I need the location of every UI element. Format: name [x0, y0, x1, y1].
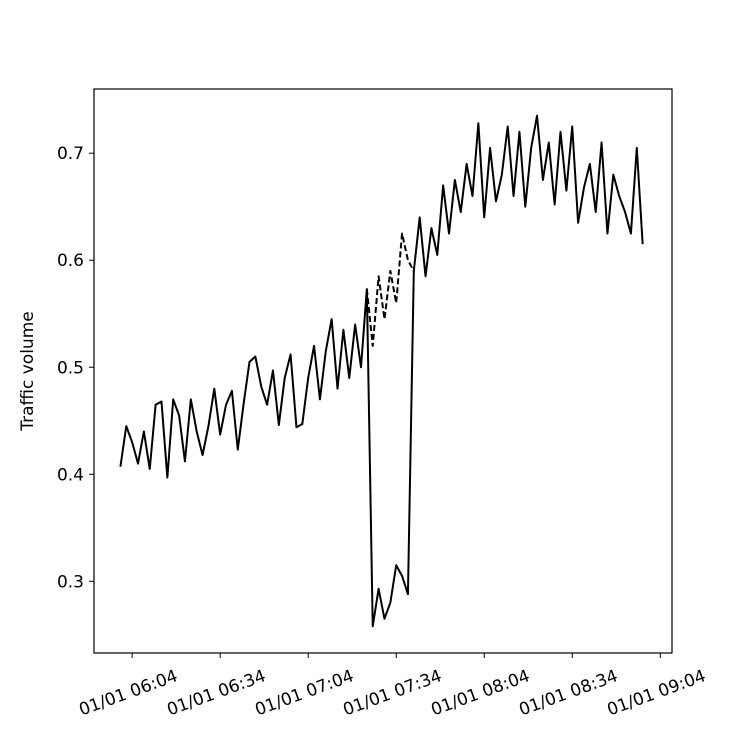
x-tick-label: 01/01 06:34 — [164, 666, 268, 720]
x-tick-label: 01/01 09:04 — [605, 666, 709, 720]
data-line — [119, 114, 644, 628]
x-tick-label: 01/01 08:34 — [517, 666, 621, 720]
y-axis-label: Traffic volume — [18, 311, 38, 431]
y-tick-label: 0.6 — [57, 251, 84, 271]
y-tick-label: 0.7 — [57, 144, 84, 164]
y-tick-label: 0.4 — [57, 465, 84, 485]
x-tick-label: 01/01 07:34 — [340, 666, 444, 720]
x-tick-label: 01/01 07:04 — [252, 666, 356, 720]
data-line — [365, 232, 415, 347]
y-tick-label: 0.5 — [57, 358, 84, 378]
plot-frame — [93, 88, 673, 654]
x-tick-label: 01/01 08:04 — [429, 666, 533, 720]
y-tick-label: 0.3 — [57, 572, 84, 592]
x-tick-label: 01/01 06:04 — [76, 666, 180, 720]
